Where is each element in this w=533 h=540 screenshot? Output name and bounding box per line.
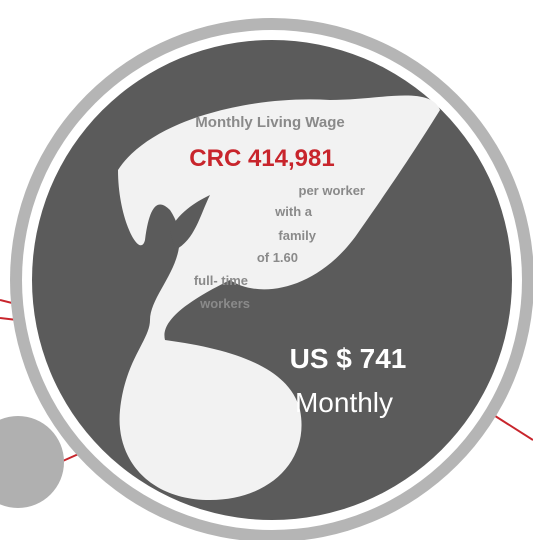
description-line: family [278, 228, 316, 243]
description-line: workers [199, 296, 250, 311]
description-line: per worker [299, 183, 365, 198]
description-line: with a [274, 204, 313, 219]
amount: CRC 414,981 [189, 145, 334, 172]
usd-period: Monthly [295, 387, 393, 418]
title: Monthly Living Wage [195, 114, 344, 131]
description-line: full- time [194, 273, 248, 288]
description-line: of 1.60 [257, 250, 298, 265]
infographic: Monthly Living Wage CRC 414,981 per work… [0, 0, 533, 540]
side-circle [0, 416, 64, 508]
usd-amount: US $ 741 [290, 343, 407, 374]
